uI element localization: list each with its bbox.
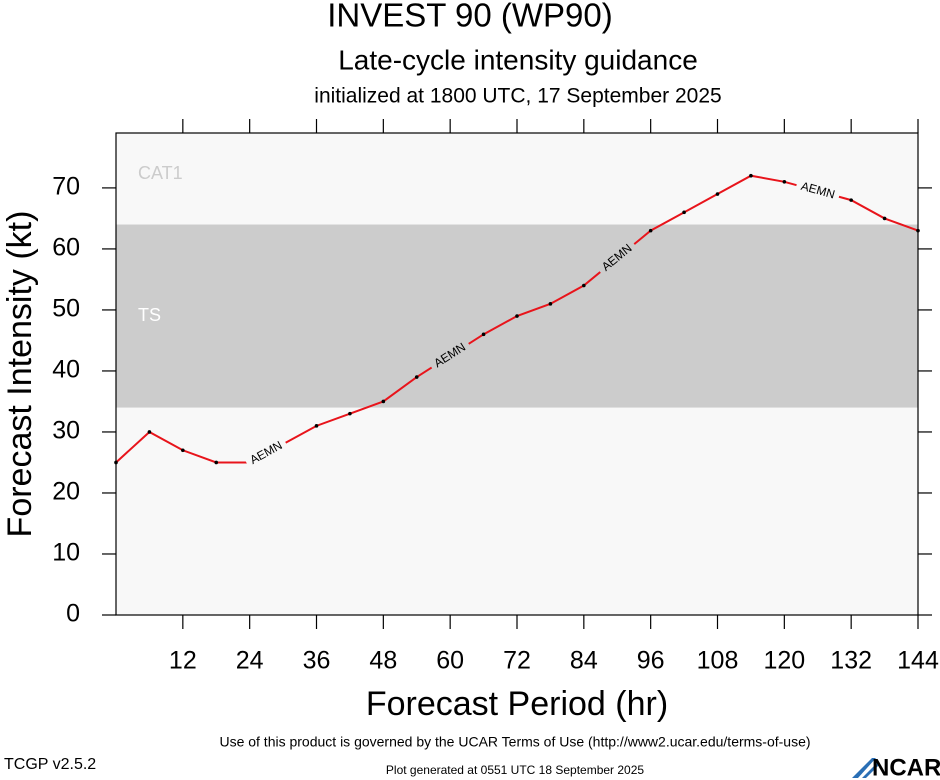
data-point	[715, 192, 720, 196]
data-point	[916, 228, 920, 233]
data-point	[515, 314, 519, 318]
y-tick-label: 20	[52, 478, 80, 506]
y-tick-label: 10	[52, 539, 80, 567]
init-text: initialized at 1800 UTC, 17 September 20…	[314, 85, 721, 108]
data-point	[181, 448, 185, 453]
data-point	[882, 216, 887, 221]
logo-mark	[852, 758, 880, 778]
plot-frame	[115, 132, 919, 616]
x-tick-label: 120	[763, 647, 805, 675]
y-tick-label: 30	[52, 417, 80, 445]
label-bg	[794, 177, 842, 205]
data-point	[648, 228, 653, 233]
x-tick-label: 48	[369, 647, 397, 675]
data-point	[782, 180, 787, 184]
data-point	[314, 424, 319, 428]
data-point	[348, 411, 352, 416]
data-point	[481, 332, 486, 337]
label-bg	[243, 435, 290, 471]
data-point	[849, 198, 853, 202]
y-tick-label: 60	[52, 234, 80, 262]
chart-subtitle: Late-cycle intensity guidance	[338, 44, 698, 75]
x-tick-label: 60	[436, 647, 464, 675]
data-point	[548, 302, 553, 306]
x-tick-label: 24	[236, 647, 264, 675]
data-point	[414, 375, 419, 379]
x-tick-label: 108	[697, 647, 739, 675]
band-label: CAT1	[138, 163, 183, 183]
data-point	[682, 210, 686, 215]
x-tick-label: 96	[637, 647, 665, 675]
terms-text: Use of this product is governed by the U…	[219, 734, 810, 750]
y-tick-label: 0	[66, 600, 80, 628]
x-tick-label: 72	[503, 647, 531, 675]
x-tick-label: 12	[169, 647, 197, 675]
line-label: AEMN	[794, 177, 842, 205]
logo-text: NCAR	[872, 754, 940, 780]
data-point	[749, 173, 753, 178]
x-tick-label: 84	[570, 647, 598, 675]
label-bg	[427, 337, 474, 375]
band-label: TS	[138, 305, 161, 325]
x-tick-label: 132	[830, 647, 872, 675]
data-point	[381, 399, 386, 404]
y-tick-label: 40	[52, 356, 80, 384]
data-point	[582, 283, 586, 288]
x-tick-label: 144	[897, 647, 939, 675]
data-point	[114, 460, 118, 465]
data-point	[147, 430, 152, 434]
y-tick-label: 50	[52, 295, 80, 323]
x-axis-label: Forecast Period (hr)	[366, 685, 668, 723]
version-text: TCGP v2.5.2	[4, 756, 96, 773]
intensity-band	[116, 133, 918, 225]
chart-title: INVEST 90 (WP90)	[327, 0, 612, 34]
x-tick-label: 36	[303, 647, 331, 675]
y-tick-label: 70	[52, 173, 80, 201]
data-point	[214, 460, 219, 465]
y-axis-label: Forecast Intensity (kt)	[1, 211, 39, 538]
generated-text: Plot generated at 0551 UTC 18 September …	[386, 763, 644, 777]
label-bg	[595, 237, 640, 279]
